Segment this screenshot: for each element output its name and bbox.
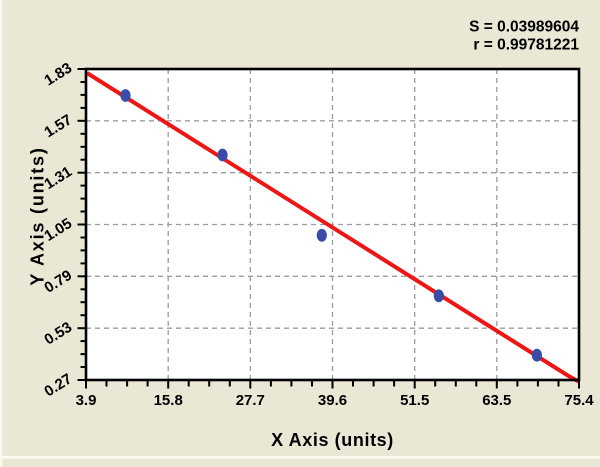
svg-text:Y Axis (units): Y Axis (units)	[28, 146, 48, 285]
svg-text:27.7: 27.7	[236, 392, 265, 409]
svg-text:75.4: 75.4	[564, 392, 594, 409]
svg-text:3.9: 3.9	[76, 392, 97, 409]
svg-text:15.8: 15.8	[154, 392, 183, 409]
svg-text:39.6: 39.6	[318, 392, 347, 409]
svg-text:S = 0.03989604: S = 0.03989604	[469, 19, 579, 36]
svg-text:51.5: 51.5	[400, 392, 429, 409]
svg-text:X Axis (units): X Axis (units)	[271, 430, 394, 450]
svg-text:63.5: 63.5	[482, 392, 511, 409]
svg-text:r = 0.99781221: r = 0.99781221	[473, 37, 579, 54]
